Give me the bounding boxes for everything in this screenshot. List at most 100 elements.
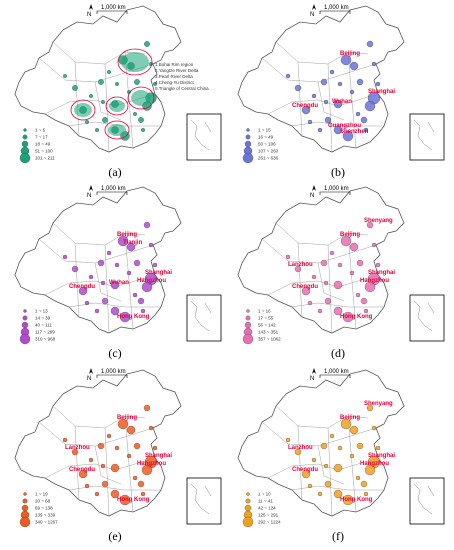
north-arrow-icon (89, 368, 93, 374)
legend-label: 50 ~ 106 (258, 142, 276, 147)
city-circle (323, 280, 329, 286)
north-label: N (87, 376, 91, 382)
legend-symbol (22, 315, 28, 321)
city-circle (100, 280, 106, 286)
city-circle (349, 425, 359, 435)
city-circle (102, 117, 108, 123)
city-circle (371, 61, 377, 67)
north-arrow-icon (312, 368, 316, 374)
china-outline (237, 186, 405, 334)
city-circle (329, 250, 335, 256)
city-label: Lanzhou (288, 445, 313, 451)
city-circle (138, 117, 144, 123)
city-circle (340, 235, 352, 247)
city-circle (62, 254, 68, 260)
city-circle (375, 262, 381, 268)
city-label: Chengdu (292, 103, 318, 109)
map-panel-a: N 1,000 km 1.Bohai Rim region 2.Yangtze Riv… (5, 2, 225, 179)
city-circle (311, 457, 317, 463)
province-boundary (327, 244, 333, 334)
city-circle (349, 453, 355, 459)
city-label: Hangzhou (137, 278, 166, 284)
panel-caption: (f) (332, 529, 344, 543)
china-map: N 1,000 km Beijing Lanzhou Chengdu Shanghai Ha… (14, 368, 222, 528)
city-label: Tianjin (123, 240, 143, 246)
city-circle (132, 292, 138, 298)
city-circle (366, 40, 374, 48)
city-circle (78, 286, 88, 296)
province-boundary (94, 262, 122, 302)
north-arrow-icon (89, 185, 93, 191)
legend-symbol (245, 315, 251, 321)
province-boundary (68, 121, 161, 127)
legend-label: 11 ~ 41 (258, 499, 273, 504)
city-circle (307, 300, 313, 306)
city-circle (360, 480, 368, 488)
city-circle (85, 120, 89, 124)
city-circle (364, 464, 376, 476)
city-circle (324, 480, 332, 488)
legend-label: 101 ~ 211 (35, 156, 55, 161)
city-circle (317, 127, 323, 133)
city-circle (133, 112, 137, 116)
city-circle (148, 425, 154, 431)
city-label: Hong Kong (340, 497, 373, 503)
city-label: Shanghai (368, 453, 395, 459)
city-circle (363, 308, 369, 314)
inset-islands (413, 119, 435, 151)
inset-islands (190, 483, 212, 515)
legend-symbol (242, 333, 254, 345)
legend-symbol (245, 134, 251, 140)
map-panel-c: N 1,000 km Beijing Shanghai Hangzhou Hong Kon… (5, 183, 225, 360)
city-circle (333, 463, 343, 473)
north-label: N (310, 193, 314, 199)
city-circle (294, 265, 302, 273)
province-boundary (327, 63, 333, 153)
city-circle (324, 116, 332, 124)
scale-bar (96, 10, 128, 14)
legend-symbol (246, 492, 250, 496)
legend-label: 143 ~ 351 (258, 330, 279, 335)
north-arrow-icon (312, 185, 316, 191)
legend-label: 340 ~ 1267 (35, 520, 58, 525)
province-boundary (347, 232, 357, 330)
legend-symbol (246, 309, 250, 313)
city-circle (89, 94, 93, 98)
scale-label: 1,000 km (101, 186, 126, 192)
legend-label: 51 ~ 100 (35, 149, 53, 154)
city-circle (364, 100, 376, 112)
province-boundary (104, 63, 110, 153)
panel-caption: (e) (108, 529, 122, 543)
province-boundary (347, 415, 357, 513)
city-label: Beijing (117, 232, 137, 238)
province-boundary (267, 274, 379, 296)
city-label: Shanghai (368, 89, 395, 95)
city-circle (311, 274, 317, 280)
inset-islands (190, 300, 212, 332)
city-circle (137, 480, 145, 488)
legend-symbol (23, 128, 27, 132)
south-china-sea-inset (409, 477, 445, 525)
city-circle (356, 442, 364, 450)
city-circle (364, 281, 376, 293)
city-circle (363, 491, 369, 497)
legend-label: 69 ~ 138 (35, 506, 53, 511)
city-circle (301, 469, 311, 479)
city-circle (337, 262, 343, 268)
scale-bar (319, 374, 351, 378)
city-circle (360, 297, 368, 305)
city-circle (119, 494, 131, 506)
city-circle (333, 99, 343, 109)
city-circle (152, 445, 158, 451)
city-circle (133, 442, 141, 450)
city-circle (141, 281, 153, 293)
legend-label: 1 ~ 6 (35, 128, 46, 133)
city-circle (107, 70, 111, 74)
city-label: Shanghai (368, 270, 395, 276)
province-boundary (297, 425, 303, 501)
city-label: Hong Kong (117, 497, 150, 503)
city-label: Hangzhou (137, 461, 166, 467)
city-circle (63, 74, 67, 78)
legend-symbol (19, 516, 31, 528)
